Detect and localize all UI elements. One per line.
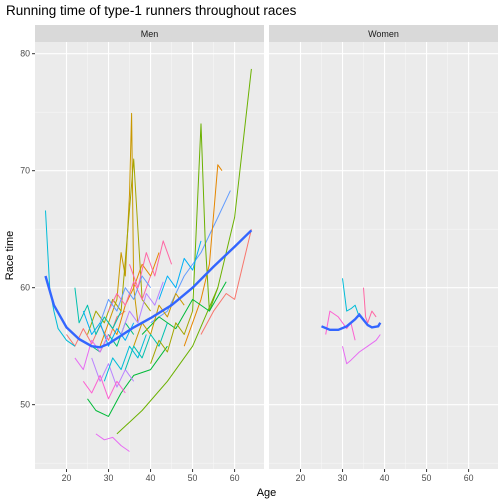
runner-line [95,433,130,452]
runner-line [87,345,168,417]
x-tick-label: 50 [188,473,198,483]
runner-line [116,68,252,435]
runner-line [325,310,356,341]
y-tick-label: 60 [20,283,30,293]
smooth-trend-men [44,229,253,349]
panel-women [269,42,498,469]
x-tick-label: 30 [338,473,348,483]
smooth-trend-women [321,312,382,331]
runner-line [120,281,164,335]
y-axis: 50 60 70 80 [20,49,35,410]
x-axis-label: Age [257,487,277,499]
runner-line [129,240,173,289]
grid-women [269,42,498,469]
x-axis-women: 20 30 40 50 60 [296,469,474,483]
x-tick-label: 60 [230,473,240,483]
runner-line [99,275,152,323]
y-tick-label: 50 [20,400,30,410]
runner-line [150,310,194,364]
x-tick-label: 50 [422,473,432,483]
y-axis-label: Race time [4,231,16,281]
runner-line [82,310,135,347]
runner-lines-women [325,278,381,365]
y-tick-label: 80 [20,49,30,59]
runner-line [342,278,360,318]
runner-line [158,240,202,300]
x-tick-label: 20 [62,473,72,483]
strip-label-women: Women [368,29,399,39]
x-tick-label: 40 [380,473,390,483]
runner-line [183,164,223,347]
runner-line [45,210,76,347]
x-tick-label: 30 [104,473,114,483]
strip-men [35,25,264,42]
y-tick-label: 70 [20,166,30,176]
strip-label-men: Men [141,29,159,39]
runner-line [74,287,122,335]
x-tick-label: 60 [464,473,474,483]
facet-men: Men [35,25,264,469]
chart-title: Running time of type-1 runners throughou… [6,3,297,18]
runner-line [82,374,126,400]
runner-line [103,334,147,382]
runner-line [192,123,219,312]
strip-women [269,25,498,42]
runner-line [141,281,227,335]
runner-lines-men [45,68,252,452]
grid-men [35,42,264,469]
runner-line [363,287,377,324]
runner-line [200,229,252,335]
x-tick-label: 20 [296,473,306,483]
facet-women: Women [269,25,498,469]
x-axis-men: 20 30 40 50 60 [62,469,240,483]
runner-line [342,334,381,365]
x-tick-label: 40 [146,473,156,483]
